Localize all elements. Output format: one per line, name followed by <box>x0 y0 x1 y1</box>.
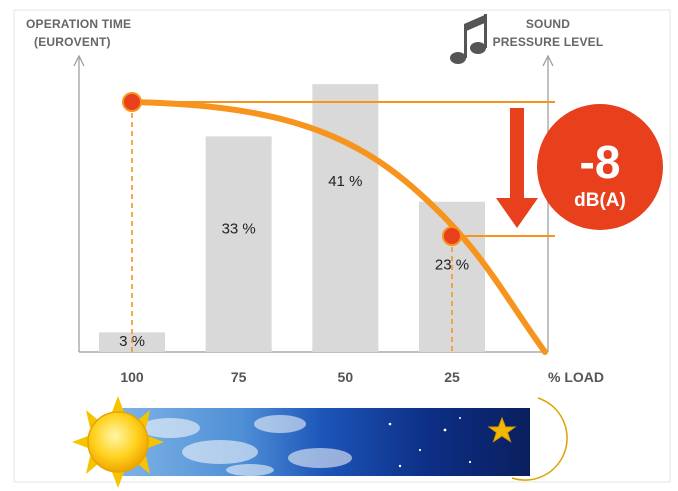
right-axis-title-line1: SOUND <box>526 17 570 31</box>
curve-marker-25 <box>442 226 462 246</box>
x-tick-25: 25 <box>444 369 460 385</box>
left-axis-title-line1: OPERATION TIME <box>26 17 131 31</box>
sun-icon <box>72 396 164 488</box>
bar-75 <box>205 136 272 352</box>
bar-label-75: 33 % <box>222 220 256 237</box>
bars <box>99 84 485 352</box>
x-tick-100: 100 <box>120 369 144 385</box>
bar-labels: 3 %33 %41 %23 % <box>119 173 469 350</box>
music-note-icon <box>450 14 487 64</box>
badge-unit: dB(A) <box>574 190 626 211</box>
badge-value: -8 <box>580 136 621 188</box>
x-axis-title: % LOAD <box>548 369 604 385</box>
sound-curve-group <box>122 92 555 355</box>
day-night-strip <box>118 408 530 476</box>
sound-curve <box>129 99 548 355</box>
frame <box>13 9 671 483</box>
moon-icon <box>511 397 568 481</box>
x-tick-50: 50 <box>338 369 354 385</box>
bar-label-50: 41 % <box>328 173 362 190</box>
right-axis-title-line2: PRESSURE LEVEL <box>493 35 604 49</box>
db-reduction-badge: -8 dB(A) <box>537 104 663 230</box>
bar-50 <box>312 84 379 352</box>
left-axis-title-line2: (EUROVENT) <box>34 35 111 49</box>
down-arrow-icon <box>496 108 538 228</box>
curve-marker-100 <box>122 92 142 112</box>
star-icon <box>487 416 517 443</box>
x-tick-labels: 100 75 50 25 <box>120 369 460 385</box>
clouds <box>140 415 352 476</box>
stars <box>388 417 472 468</box>
bar-label-25: 23 % <box>435 256 469 273</box>
x-tick-75: 75 <box>231 369 247 385</box>
